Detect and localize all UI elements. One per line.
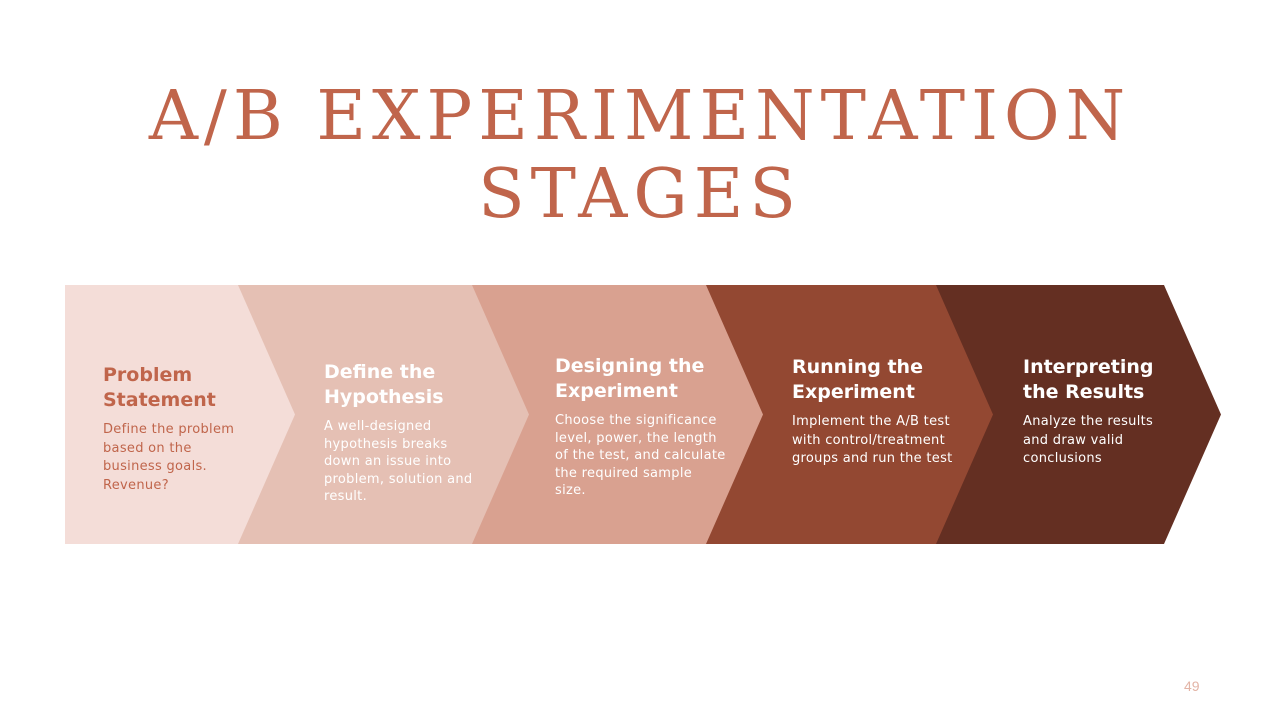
stage-4-description: Implement the A/B test with control/trea…	[792, 414, 953, 466]
stage-5-description: Analyze the results and draw valid concl…	[1023, 414, 1154, 466]
stage-5-chevron	[935, 285, 1221, 544]
stage-1-title-line2: Statement	[103, 389, 216, 411]
stage-4-chevron	[705, 285, 993, 544]
stage-4-title: Running the Experiment	[792, 355, 962, 405]
stage-5-title-line1: Interpreting	[1023, 356, 1154, 378]
stage-4-title-line1: Running the	[792, 356, 923, 378]
stage-4: Running the Experiment Implement the A/B…	[792, 355, 962, 469]
stage-2-title: Define the Hypothesis	[324, 360, 484, 410]
stage-4-shape	[705, 285, 993, 544]
stage-1-chevron	[65, 285, 295, 544]
stage-3-chevron	[469, 285, 763, 544]
stage-2-title-line1: Define the	[324, 361, 436, 383]
stage-2-shape	[237, 285, 529, 544]
stage-2-title-line2: Hypothesis	[324, 386, 444, 408]
stage-3-title-line2: Experiment	[555, 380, 678, 402]
stage-5-title-line2: the Results	[1023, 381, 1145, 403]
stage-4-title-line2: Experiment	[792, 381, 915, 403]
stage-1: Problem Statement Define the problem bas…	[103, 363, 253, 495]
stage-2: Define the Hypothesis A well-designed hy…	[324, 360, 484, 506]
stage-3-title: Designing the Experiment	[555, 354, 727, 404]
page-number: 49	[1184, 678, 1200, 694]
stage-2-description: A well-designed hypothesis breaks down a…	[324, 419, 473, 504]
stage-3-shape	[469, 285, 763, 544]
stage-2-chevron	[237, 285, 529, 544]
stage-1-title: Problem Statement	[103, 363, 253, 413]
stage-3-title-line1: Designing the	[555, 355, 705, 377]
stage-1-title-line1: Problem	[103, 364, 193, 386]
slide-title-line1: A/B EXPERIMENTATION	[148, 77, 1132, 156]
stage-1-description: Define the problem based on the business…	[103, 422, 235, 493]
stage-5-title: Interpreting the Results	[1023, 355, 1163, 405]
stage-5-shape	[935, 285, 1221, 544]
stage-3-description: Choose the significance level, power, th…	[555, 413, 726, 498]
slide-title: A/B EXPERIMENTATION STAGES	[0, 78, 1280, 234]
stage-5: Interpreting the Results Analyze the res…	[1023, 355, 1163, 469]
slide-title-line2: STAGES	[478, 155, 802, 234]
stage-1-shape	[65, 285, 295, 544]
stage-3: Designing the Experiment Choose the sign…	[555, 354, 727, 500]
